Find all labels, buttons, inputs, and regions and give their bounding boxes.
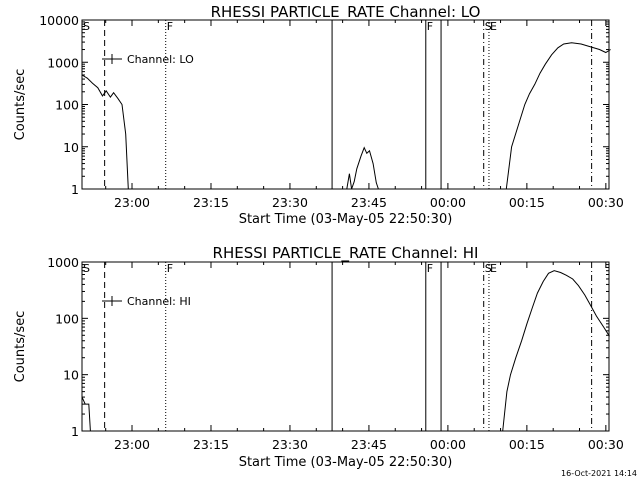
y-tick-label: 1	[71, 182, 79, 197]
event-marker-label: E	[490, 262, 497, 275]
y-tick-label: 10000	[39, 13, 79, 28]
event-marker-label: S	[83, 262, 90, 275]
x-tick-label: 00:00	[430, 195, 466, 210]
y-tick-label: 100	[55, 98, 79, 113]
series-line	[346, 146, 379, 190]
series-line	[505, 42, 611, 190]
x-tick-label: 23:30	[272, 437, 308, 452]
event-marker-label: S	[485, 262, 492, 275]
legend-entry-label: Channel: HI	[127, 295, 191, 308]
x-tick-label: 00:30	[588, 195, 624, 210]
series-line	[81, 396, 91, 432]
x-tick-label: 23:15	[193, 195, 229, 210]
x-tick-label: 23:00	[114, 195, 150, 210]
x-tick-label: 23:30	[272, 195, 308, 210]
event-marker-label: S	[485, 20, 492, 33]
y-tick-label: 1	[71, 424, 79, 439]
y-tick-label: 1000	[47, 255, 79, 270]
x-tick-label: 23:45	[351, 437, 387, 452]
plot-timestamp: 16-Oct-2021 14:14	[561, 469, 637, 478]
x-axis-label: Start Time (03-May-05 22:50:30)	[239, 212, 453, 227]
legend-entry-label: Channel: LO	[127, 53, 194, 66]
y-axis-label: Counts/sec	[13, 311, 28, 383]
chart-title: RHESSI PARTICLE_RATE Channel: LO	[211, 3, 481, 22]
y-tick-label: 10	[63, 368, 79, 383]
x-tick-label: 00:30	[588, 437, 624, 452]
event-marker-label: F	[167, 20, 173, 33]
lo-channel-panel: RHESSI PARTICLE_RATE Channel: LO 23:00 23:…	[13, 3, 624, 227]
hi-channel-panel: RHESSI PARTICLE_RATE Channel: HI 23:00 23:…	[13, 244, 624, 470]
series-line	[502, 270, 610, 432]
x-tick-label: 00:15	[509, 195, 545, 210]
series-line	[81, 74, 129, 190]
event-marker-label: F	[427, 262, 433, 275]
event-marker-label: E	[490, 20, 497, 33]
x-tick-label: 23:15	[193, 437, 229, 452]
x-tick-label: 00:15	[509, 437, 545, 452]
event-marker-label: S	[83, 20, 90, 33]
x-axis-label: Start Time (03-May-05 22:50:30)	[239, 455, 453, 470]
event-marker-label: F	[167, 262, 173, 275]
x-tick-label: 23:45	[351, 195, 387, 210]
event-marker-label: F	[427, 20, 433, 33]
plot-frame	[81, 261, 610, 432]
x-tick-label: 23:00	[114, 437, 150, 452]
y-tick-label: 1000	[47, 55, 79, 70]
y-tick-label: 10	[63, 140, 79, 155]
y-tick-label: 100	[55, 311, 79, 326]
x-tick-label: 00:00	[430, 437, 466, 452]
y-axis-label: Counts/sec	[13, 69, 28, 141]
chart-title: RHESSI PARTICLE_RATE Channel: HI	[213, 244, 479, 263]
plot-frame	[81, 19, 610, 190]
